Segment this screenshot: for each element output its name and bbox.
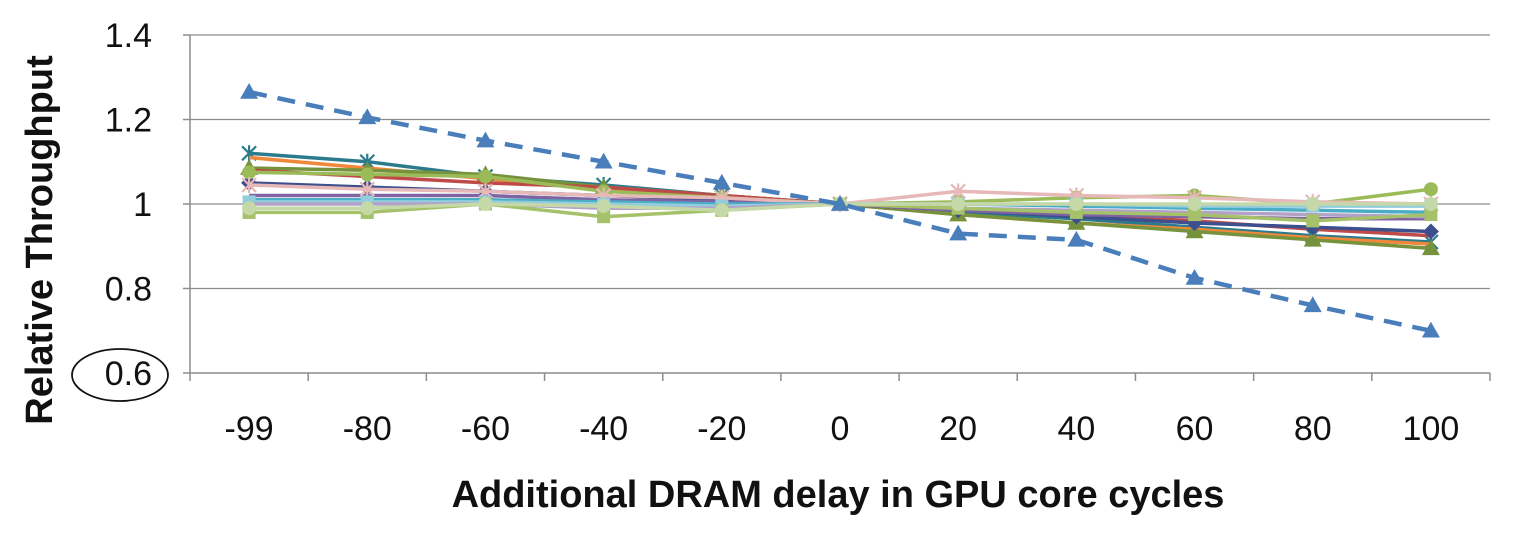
x-tick-label-60: 60 <box>1176 410 1214 448</box>
x-tick-label-40: 40 <box>1057 410 1095 448</box>
y-axis-title: Relative Throughput <box>19 55 61 425</box>
series-0 <box>240 83 1440 338</box>
y-tick-label-1: 1 <box>133 186 152 224</box>
series-0-point <box>831 195 849 211</box>
series-0-point <box>358 108 377 125</box>
series-13-point <box>1069 197 1084 211</box>
series-12-point <box>1306 214 1320 228</box>
x-axis-title: Additional DRAM delay in GPU core cycles <box>452 474 1225 516</box>
series-0-point <box>1185 268 1204 285</box>
x-tick-label-0: 0 <box>831 410 850 448</box>
series-0-point <box>1303 296 1322 313</box>
series-12-point <box>1188 208 1202 222</box>
x-tick-label-20: 20 <box>939 410 977 448</box>
axes <box>183 34 1491 381</box>
y-tick-label-0.8: 0.8 <box>105 271 152 309</box>
series-0-point <box>712 173 731 190</box>
series-6-point <box>242 165 257 180</box>
series-6-point <box>478 169 493 184</box>
x-tick-label--40: -40 <box>579 410 628 448</box>
series-13-point <box>1305 197 1320 211</box>
series-6-point <box>360 167 375 182</box>
series-3-point <box>1303 230 1322 247</box>
series-13-point <box>596 199 611 214</box>
series-0-point <box>949 224 968 241</box>
series-0-point <box>1421 321 1440 338</box>
series-13-point <box>714 203 729 218</box>
series-13-point <box>1187 197 1202 211</box>
series-8-point <box>950 183 966 200</box>
series-13-point <box>1423 197 1438 211</box>
x-tick-label--20: -20 <box>697 410 746 448</box>
series-3-point <box>1421 239 1440 256</box>
series-5-point <box>1422 223 1439 240</box>
series-group <box>240 83 1440 338</box>
series-0-point <box>1067 230 1086 247</box>
x-tick-label--80: -80 <box>343 410 392 448</box>
x-tick-label--99: -99 <box>225 410 274 448</box>
gridlines <box>190 34 1490 290</box>
series-0-point <box>240 83 259 99</box>
series-13-point <box>951 197 966 211</box>
series-0-point <box>594 152 613 169</box>
x-tick-label-100: 100 <box>1403 410 1460 448</box>
series-0-point <box>476 131 495 148</box>
series-6-point <box>1423 182 1438 197</box>
series-13-point <box>478 197 493 211</box>
series-13-point <box>242 201 257 216</box>
x-tick-label--60: -60 <box>461 410 510 448</box>
series-12-point <box>1424 208 1438 222</box>
highlight-circle <box>71 348 169 402</box>
series-8-point <box>241 176 257 193</box>
y-tick-label-1.2: 1.2 <box>105 102 152 140</box>
x-tick-label-80: 80 <box>1294 410 1332 448</box>
series-12-point <box>597 210 611 224</box>
series-8-point <box>359 181 376 198</box>
series-13-point <box>360 201 375 216</box>
tick-labels: 0.6 0.8 1 1.2 1.4 -99 -80 -60 -40 -20 0 20 40 60 80 100 <box>71 17 1460 448</box>
y-tick-label-1.4: 1.4 <box>105 17 152 55</box>
y-tick-label-0.6: 0.6 <box>105 355 152 393</box>
